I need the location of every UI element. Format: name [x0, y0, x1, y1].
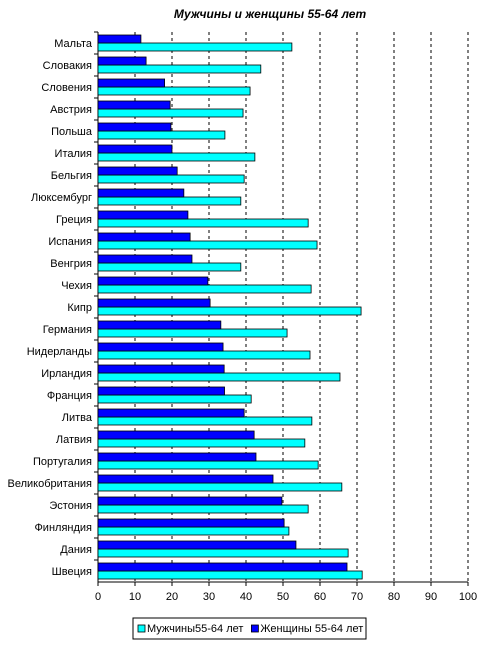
y-tick-label: Люксембург: [31, 192, 92, 204]
bar: [97, 306, 362, 316]
bar: [97, 416, 313, 426]
bar: [97, 284, 312, 294]
bar: [97, 364, 225, 374]
bar: [97, 262, 242, 272]
y-tick-label: Португалия: [33, 456, 92, 468]
bar: [97, 78, 165, 88]
bar: [97, 394, 252, 404]
bar: [97, 298, 211, 308]
x-tick-label: 0: [95, 591, 101, 603]
y-tick-label: Дания: [60, 544, 92, 556]
bar: [97, 350, 311, 360]
bar: [97, 210, 189, 220]
x-tick-label: 100: [459, 591, 477, 603]
y-tick-label: Греция: [56, 214, 92, 226]
bar: [97, 232, 191, 242]
bar: [97, 430, 255, 440]
bar: [97, 188, 185, 198]
y-tick-label: Финляндия: [34, 522, 92, 534]
y-tick-label: Бельгия: [51, 170, 92, 182]
bar: [97, 570, 363, 580]
chart-title: Мужчины и женщины 55-64 лет: [174, 7, 367, 21]
y-tick-label: Великобритания: [8, 478, 93, 490]
y-tick-label: Испания: [48, 236, 92, 248]
y-tick-label: Польша: [51, 126, 93, 138]
y-tick-label: Кипр: [67, 302, 92, 314]
x-tick-label: 60: [314, 591, 326, 603]
bar: [97, 372, 341, 382]
x-tick-label: 40: [240, 591, 252, 603]
legend-label: Мужчины55-64 лет: [147, 623, 243, 635]
legend-box: [132, 617, 367, 640]
bar: [97, 254, 193, 264]
y-tick-label: Швеция: [52, 566, 92, 578]
y-tick-label: Литва: [62, 412, 93, 424]
x-tick-label: 20: [166, 591, 178, 603]
y-tick-label: Словакия: [43, 60, 92, 72]
y-tick-label: Италия: [55, 148, 93, 160]
bar: [97, 496, 283, 506]
y-tick-label: Латвия: [56, 434, 92, 446]
bar: [97, 548, 349, 558]
y-tick-label: Германия: [43, 324, 92, 336]
legend-swatch: [137, 624, 146, 633]
y-tick-label: Ирландия: [41, 368, 92, 380]
bar: [97, 100, 171, 110]
bar: [97, 152, 256, 162]
y-tick-label: Эстония: [49, 500, 92, 512]
bar: [97, 482, 343, 492]
y-tick-label: Франция: [47, 390, 92, 402]
bar: [97, 42, 293, 52]
bar: [97, 166, 178, 176]
bar: [97, 386, 225, 396]
bar: [97, 56, 147, 66]
y-tick-label: Венгрия: [50, 258, 92, 270]
bar: [97, 540, 297, 550]
x-tick-label: 80: [388, 591, 400, 603]
bar: [97, 504, 309, 514]
legend-swatch: [251, 624, 259, 633]
y-tick-label: Нидерланды: [27, 346, 92, 358]
y-tick-label: Австрия: [50, 104, 92, 116]
bar: [97, 144, 173, 154]
bar: [97, 518, 285, 528]
bar: [97, 328, 288, 338]
bar: [97, 64, 262, 74]
bar: [97, 130, 226, 140]
bar: [97, 408, 245, 418]
x-tick-label: 90: [425, 591, 437, 603]
bar: [97, 218, 309, 228]
x-tick-label: 50: [277, 591, 289, 603]
bar: [97, 122, 172, 132]
bar: [97, 240, 318, 250]
bar: [97, 174, 245, 184]
bar: [97, 438, 306, 448]
bar: [97, 34, 142, 44]
bar: [97, 276, 209, 286]
x-tick-label: 70: [351, 591, 363, 603]
bar: [97, 196, 242, 206]
bar: [97, 562, 348, 572]
x-tick-label: 10: [129, 591, 141, 603]
x-tick-label: 30: [203, 591, 215, 603]
bar: [97, 460, 319, 470]
bar: [97, 452, 257, 462]
bar: [97, 86, 251, 96]
legend-label: Женщины 55-64 лет: [260, 623, 363, 635]
bar: [97, 526, 290, 536]
y-tick-label: Чехия: [61, 280, 92, 292]
y-tick-label: Словения: [41, 82, 92, 94]
bar: [97, 342, 224, 352]
y-tick-label: Мальта: [54, 38, 93, 50]
bar: [97, 108, 244, 118]
bar: [97, 320, 222, 330]
bar: [97, 474, 274, 484]
